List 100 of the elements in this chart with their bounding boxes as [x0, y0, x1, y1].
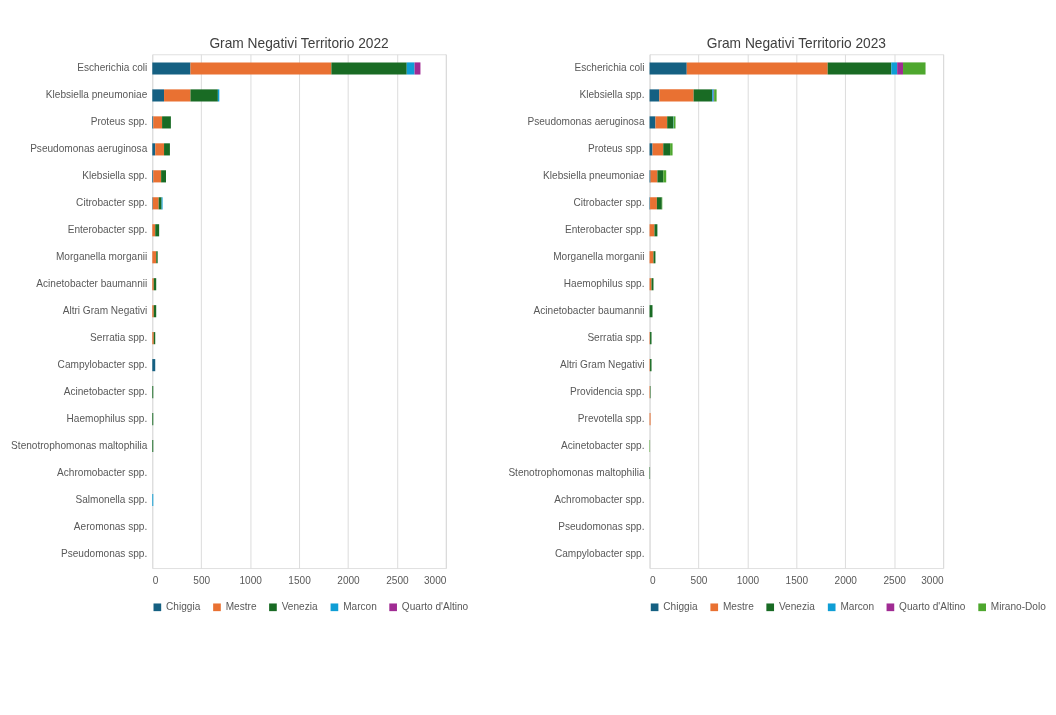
y-tick-label: Pseudomonas aeruginosa	[527, 116, 645, 128]
y-tick-label: Klebsiella spp.	[579, 89, 645, 101]
x-tick-label: 500	[690, 575, 708, 587]
y-tick-label: Salmonella spp.	[75, 493, 148, 505]
y-tick-label: Enterobacter spp.	[564, 224, 645, 236]
y-tick-label: Escherichia coli	[77, 62, 148, 74]
x-tick-label: 3000	[921, 575, 944, 587]
bar	[903, 62, 926, 75]
bar	[654, 224, 658, 237]
bar	[414, 62, 421, 75]
bar	[657, 170, 664, 183]
x-tick-label: 2000	[337, 575, 361, 587]
bar	[161, 170, 166, 183]
bar	[659, 89, 694, 102]
bar	[652, 143, 664, 156]
bar	[649, 89, 660, 102]
bar	[331, 62, 407, 75]
y-tick-label: Pseudomonas aeruginosa	[30, 143, 148, 155]
x-tick-label: 2500	[883, 575, 907, 587]
x-tick-label: 0	[152, 575, 159, 587]
bar	[152, 143, 156, 156]
y-tick-label: Achromobacter spp.	[57, 466, 148, 478]
legend-label: Mirano-Dolo	[990, 601, 1047, 613]
x-tick-label: 500	[193, 575, 211, 587]
y-tick-label: Haemophilus spp.	[563, 277, 645, 289]
legend-label: Chiggia	[663, 601, 698, 613]
y-tick-label: Campylobacter spp.	[57, 358, 148, 370]
y-tick-label: Aeromonas spp.	[73, 520, 148, 532]
y-tick-label: Achromobacter spp.	[554, 493, 645, 505]
bar	[897, 62, 904, 75]
x-tick-label: 3000	[423, 575, 447, 587]
y-tick-label: Klebsiella spp.	[82, 170, 148, 182]
y-tick-label: Escherichia coli	[574, 62, 645, 74]
bar	[164, 89, 191, 102]
y-tick-label: Enterobacter spp.	[67, 224, 148, 236]
bar	[649, 62, 687, 75]
y-tick-label: Proteus spp.	[587, 143, 645, 155]
legend-label: Mestre	[722, 601, 755, 613]
y-tick-label: Stenotrophomonas maltophilia	[11, 439, 148, 451]
y-tick-label: Serratia spp.	[587, 331, 645, 343]
x-tick-label: 1000	[736, 575, 760, 587]
bar	[152, 359, 156, 372]
y-tick-label: Citrobacter spp.	[573, 197, 645, 209]
bar	[650, 197, 657, 210]
y-tick-label: Acinetobacter spp.	[63, 385, 148, 397]
bar	[667, 116, 674, 129]
x-tick-label: 2500	[386, 575, 410, 587]
legend-label: Quarto d'Altino	[899, 601, 966, 613]
y-tick-label: Altri Gram Negativi	[559, 358, 645, 370]
bar	[164, 143, 170, 156]
chart-title: Gram Negativi Territorio 2022	[209, 35, 389, 51]
y-tick-label: Campylobacter spp.	[554, 547, 645, 559]
bar	[152, 251, 157, 264]
bar	[152, 224, 156, 237]
y-tick-label: Altri Gram Negativi	[62, 304, 148, 316]
y-tick-label: Klebsiella pneumoniae	[543, 170, 645, 182]
y-tick-label: Prevotella spp.	[577, 412, 645, 424]
bar	[152, 197, 159, 210]
x-tick-label: 1500	[785, 575, 809, 587]
x-tick-label: 1500	[288, 575, 312, 587]
y-tick-label: Klebsiella pneumoniae	[45, 89, 148, 101]
y-tick-label: Acinetobacter baumannii	[36, 277, 148, 289]
chart-title: Gram Negativi Territorio 2023	[706, 35, 887, 51]
y-tick-label: Providencia spp.	[570, 385, 645, 397]
bar	[670, 143, 673, 156]
y-tick-label: Acinetobacter baumannii	[533, 304, 645, 316]
y-tick-label: Morganella morganii	[55, 251, 148, 263]
bar	[655, 116, 668, 129]
legend-label: Marcon	[840, 601, 875, 613]
y-tick-label: Serratia spp.	[90, 331, 148, 343]
bar	[827, 62, 892, 75]
y-tick-label: Morganella morganii	[553, 251, 645, 263]
bar	[686, 62, 828, 75]
bar	[155, 143, 165, 156]
bar	[663, 143, 671, 156]
y-tick-label: Pseudomonas spp.	[558, 520, 645, 532]
bar	[152, 89, 165, 102]
x-tick-label: 1000	[239, 575, 263, 587]
bar	[891, 62, 898, 75]
y-tick-label: Citrobacter spp.	[76, 197, 148, 209]
legend-label: Quarto d'Altino	[401, 601, 469, 613]
x-tick-label: 2000	[834, 575, 858, 587]
bar	[663, 170, 667, 183]
y-tick-label: Pseudomonas spp.	[60, 547, 148, 559]
bar	[152, 62, 191, 75]
legend-label: Chiggia	[166, 601, 201, 613]
y-tick-label: Acinetobacter spp.	[561, 439, 645, 451]
legend-label: Mestre	[225, 601, 257, 613]
y-tick-label: Stenotrophomonas maltophilia	[508, 466, 645, 478]
bar	[190, 62, 332, 75]
legend-label: Marcon	[343, 601, 377, 613]
bar	[190, 89, 218, 102]
bar	[693, 89, 713, 102]
bar	[153, 116, 163, 129]
legend-label: Venezia	[281, 601, 318, 613]
bar	[153, 170, 162, 183]
bar	[162, 116, 171, 129]
x-tick-label: 0	[650, 575, 657, 587]
y-tick-label: Haemophilus spp.	[66, 412, 148, 424]
y-tick-label: Proteus spp.	[90, 116, 148, 128]
